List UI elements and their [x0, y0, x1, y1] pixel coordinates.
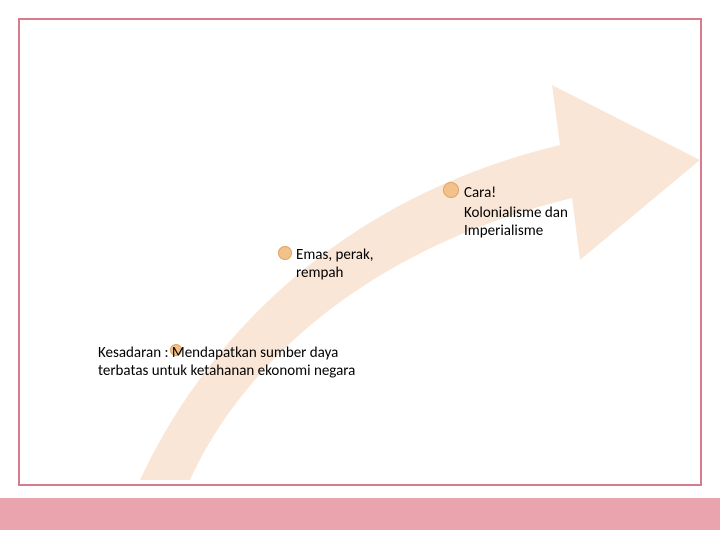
text-cara-heading: Cara! — [464, 184, 614, 202]
text-kesadaran: Kesadaran : Mendapatkan sumber daya terb… — [98, 344, 358, 380]
bullet-3 — [443, 182, 459, 198]
text-emas: Emas, perak, rempah — [296, 246, 416, 282]
bullet-2 — [278, 246, 292, 260]
arrow-path — [140, 85, 700, 480]
text-kolonialisme: Kolonialisme dan Imperialisme — [464, 204, 584, 240]
footer-bar — [0, 498, 720, 530]
